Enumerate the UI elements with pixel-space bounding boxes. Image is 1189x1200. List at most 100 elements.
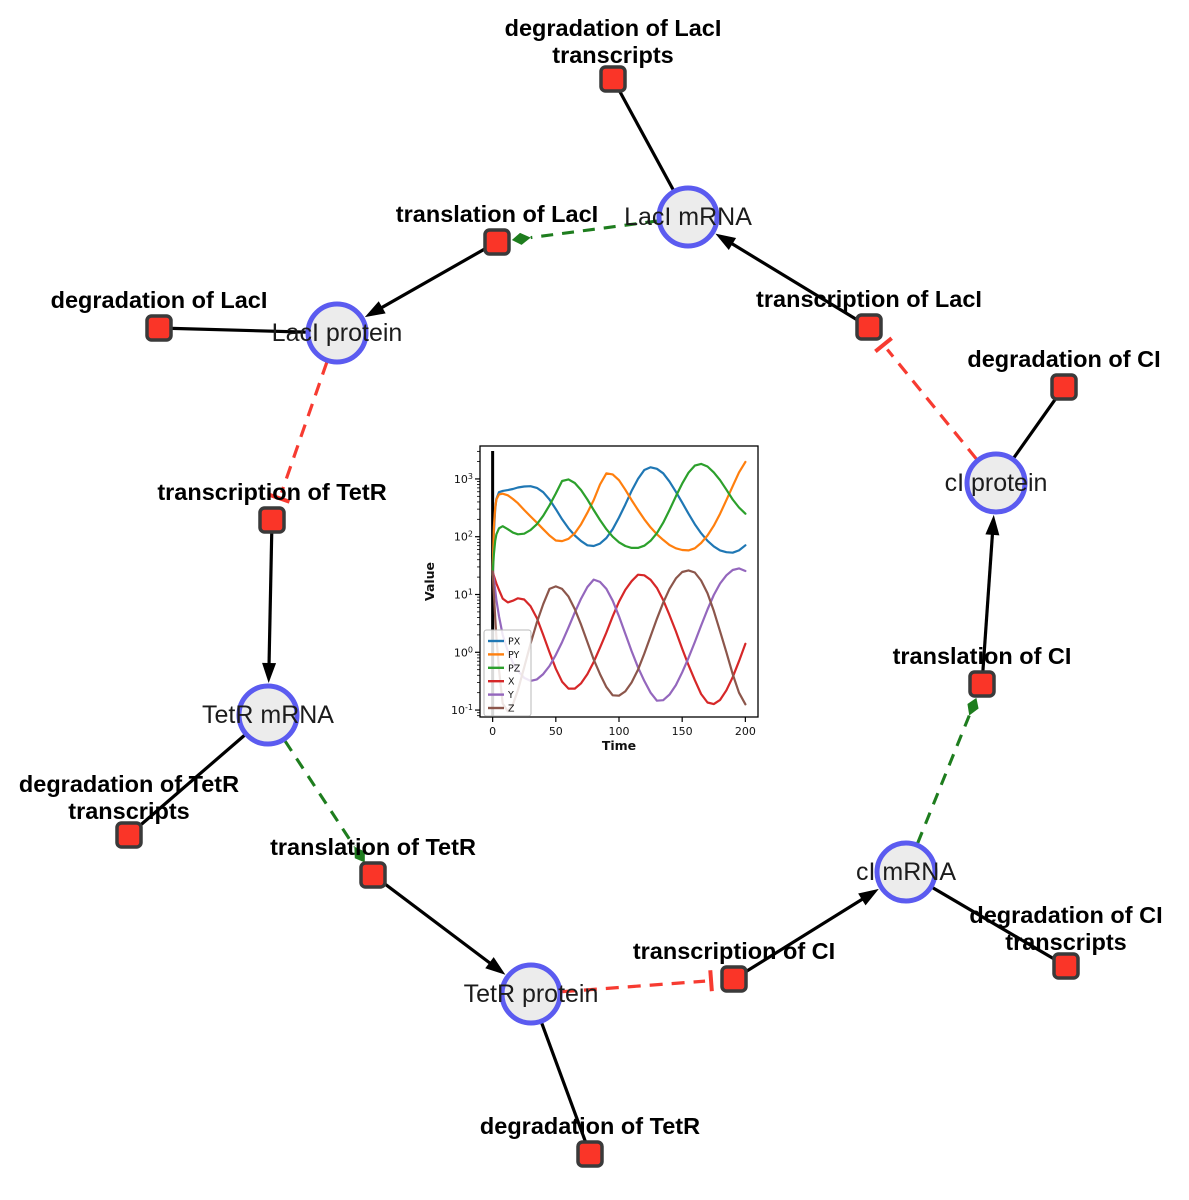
modifier-arrowhead-icon [511,232,531,245]
production-line [728,240,863,324]
reaction-node-deg_laci [145,314,173,342]
series-PX [491,466,747,576]
reaction-label-tx_laci: transcription of LacI [756,286,982,312]
production-line [981,530,995,676]
reaction-node-tl_ci [968,670,996,698]
species-label-tetr_mrna: TetR mRNA [202,701,334,729]
reaction-label-deg_laci_tx: transcripts [552,42,673,68]
edges [137,89,1058,1143]
reaction-label-deg_laci: degradation of LacI [51,287,268,313]
species-label-laci_protein: LacI protein [272,319,403,347]
y-tick-label: 101 [454,588,473,602]
reaction-label-deg_ci_tx: degradation of CI [969,902,1162,928]
labels: LacI mRNA LacI protein TetR mRNA TetR prote… [19,15,1163,1139]
edge-tetr_protein-tx_ci [561,970,714,994]
edge-laci_protein-deg_laci [171,326,307,334]
edge-laci_mrna-deg_laci_tx [617,89,675,191]
species-node-tetr_protein [499,962,563,1026]
edge-ci_mrna-tl_ci [916,697,979,844]
reaction-node-tx_laci [855,313,883,341]
reaction-label-tx_ci: transcription of CI [633,938,835,964]
species-node-ci_protein [964,451,1028,515]
legend: PX PY PZ XYZ [483,629,532,717]
production-line [740,895,867,976]
legend-label-PZ: PZ [508,663,521,674]
species-label-tetr_protein: TetR protein [464,980,599,1008]
edge-ci_protein-deg_ci [1012,396,1058,459]
production-line [377,245,490,311]
consumption-line [931,886,1056,961]
reaction-node-deg_tetr [576,1140,604,1168]
species-node-laci_mrna [656,185,720,249]
inhibition-tbar-icon [268,492,291,504]
reaction-node-deg_laci_tx [599,65,627,93]
x-axis-label: Time [602,738,636,753]
modifier-arrowhead-icon [967,697,979,716]
edge-tx_ci-ci_mrna [740,888,879,976]
inhibition-dashed-line [280,361,329,494]
y-tick-label: 103 [454,472,473,486]
reaction-node-deg_ci [1050,373,1078,401]
consumption-line [617,89,675,191]
species-node-tetr_mrna [236,683,300,747]
arrowhead-icon [262,662,277,684]
reaction-label-tl_tetr: translation of TetR [270,834,476,860]
series-PZ [491,462,747,576]
reaction-node-tl_laci [483,228,511,256]
reaction-node-tl_tetr [359,861,387,889]
legend-label-PX: PX [508,637,521,648]
reaction-label-tx_tetr: transcription of TetR [157,479,386,505]
reaction-label-tl_ci: translation of CI [893,643,1072,669]
species-node-ci_mrna [874,840,938,904]
edge-tx_laci-laci_mrna [715,233,863,324]
legend-label-Z: Z [508,704,515,715]
reaction-node-tx_tetr [258,506,286,534]
reaction-label-deg_tetr: degradation of TetR [480,1113,700,1139]
y-tick-label: 100 [454,645,473,659]
edge-tx_tetr-tetr_mrna [262,528,277,684]
nodes [115,65,1080,1168]
edge-laci_mrna-tl_laci [511,219,658,245]
production-line [267,528,274,668]
legend-label-Y: Y [507,690,514,701]
reaction-node-deg_ci_tx [1052,952,1080,980]
series-PY [491,460,747,576]
arrowhead-icon [858,888,879,906]
x-tick-label: 200 [735,725,756,738]
reaction-label-deg_laci_tx: degradation of LacI [505,15,722,41]
x-tick-label: 50 [549,725,563,738]
x-tick-label: 100 [609,725,630,738]
modifier-arrowhead-icon [354,846,365,863]
inhibition-tbar-icon [874,336,893,354]
reaction-label-tl_laci: translation of LacI [396,201,598,227]
consumption-line [171,326,307,334]
legend-label-PY: PY [508,650,520,661]
reaction-label-deg_tetr_tx: transcripts [68,798,189,824]
reaction-label-deg_tetr_tx: degradation of TetR [19,771,239,797]
legend-label-X: X [508,677,515,688]
x-tick-label: 0 [489,725,496,738]
consumption-line [137,734,246,828]
edge-ci_protein-tx_laci [874,336,978,460]
modifier-dashed-line [530,219,658,240]
arrowhead-icon [715,233,737,250]
series-X [491,570,747,706]
inhibition-tbar-icon [708,970,714,992]
species-node-laci_protein [305,301,369,365]
species-label-laci_mrna: LacI mRNA [624,203,752,231]
consumption-line [1012,396,1058,459]
modifier-dashed-line [283,740,356,848]
reaction-label-deg_ci: degradation of CI [967,346,1160,372]
edge-ci_mrna-deg_ci_tx [931,886,1056,961]
arrowhead-icon [985,514,1000,536]
edge-tl_ci-ci_protein [981,514,1000,676]
reaction-node-deg_tetr_tx [115,821,143,849]
inhibition-dashed-line [886,348,978,460]
edge-tetr_mrna-deg_tetr_tx [137,734,246,828]
edge-tetr_protein-deg_tetr [540,1022,588,1143]
x-tick-label: 150 [672,725,693,738]
reaction-label-deg_ci_tx: transcripts [1005,929,1126,955]
